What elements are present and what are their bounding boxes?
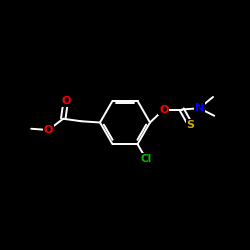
- Text: N: N: [194, 103, 204, 113]
- Text: O: O: [159, 104, 168, 115]
- Text: O: O: [61, 96, 70, 106]
- Text: Cl: Cl: [140, 154, 152, 164]
- Text: O: O: [44, 125, 53, 135]
- Text: S: S: [186, 120, 194, 130]
